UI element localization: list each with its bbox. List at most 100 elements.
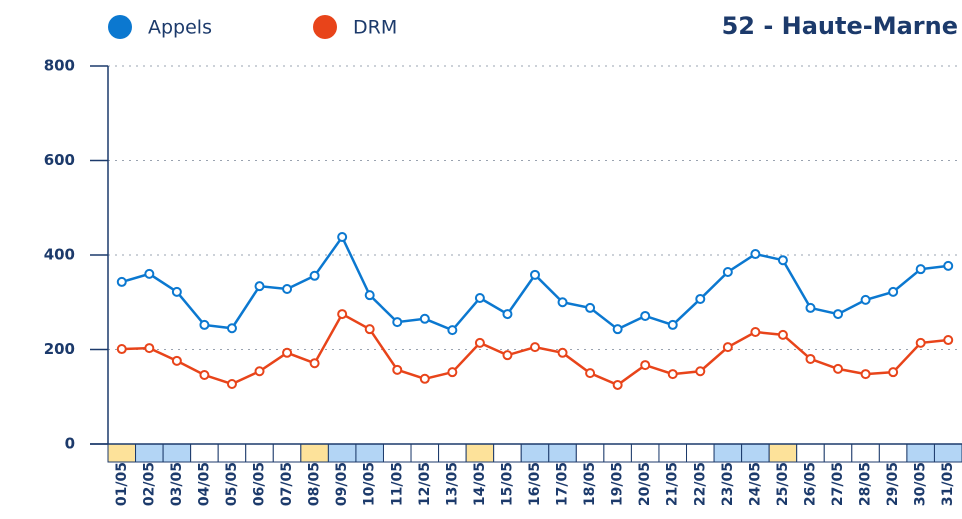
day-cell [713,443,743,463]
day-cell [190,443,219,463]
x-tick-label: 30/05 [913,462,929,506]
x-tick-label: 22/05 [692,462,708,506]
x-tick-label: 19/05 [610,462,626,506]
day-cell [878,443,908,463]
x-tick-label: 01/05 [114,462,130,506]
point [943,260,954,271]
day-cell [658,443,688,463]
legend-marker [313,15,337,39]
day-cell [245,443,274,463]
day-cell [107,443,137,463]
point [667,319,678,330]
point [695,293,706,304]
point [337,309,348,320]
point [557,297,568,308]
point [199,370,210,381]
x-tick-label: 12/05 [417,462,433,506]
x-tick-label: 03/05 [169,462,185,506]
x-tick-label: 09/05 [334,462,350,506]
x-tick-label: 27/05 [830,462,846,506]
day-cell [272,443,302,463]
point [309,270,320,281]
point [888,367,899,378]
day-cell [933,443,962,463]
y-tick-label: 400 [44,246,75,264]
day-cell [741,443,770,463]
x-tick-label: 18/05 [582,462,598,506]
x-tick-label: 11/05 [389,462,405,506]
point [364,324,375,335]
day-cell [686,443,715,463]
y-tick-label: 600 [44,151,75,169]
legend-label: DRM [353,17,397,39]
x-tick-label: 25/05 [775,462,791,506]
point [502,350,513,361]
point [474,337,485,348]
x-tick-label: 24/05 [747,462,763,506]
x-tick-label: 26/05 [802,462,818,506]
day-cell [796,443,825,463]
point [144,343,155,354]
day-cell [603,443,632,463]
day-cell [851,443,880,463]
y-tick-label: 800 [44,57,75,75]
day-cell [548,443,577,463]
x-tick-label: 21/05 [665,462,681,506]
day-cell [327,443,357,463]
point [640,310,651,321]
point [337,232,348,243]
point [144,268,155,279]
point [722,267,733,278]
point [585,368,596,379]
x-tick-label: 05/05 [224,462,240,506]
point [888,286,899,297]
x-tick-label: 23/05 [720,462,736,506]
point [502,309,513,320]
y-tick-label: 0 [65,435,75,453]
point [226,323,237,334]
point [282,347,293,358]
point [226,378,237,389]
legend-marker [108,15,132,39]
line [121,234,949,332]
point [805,353,816,364]
day-cell [575,443,605,463]
point [474,292,485,303]
legend-label: Appels [148,17,212,39]
y-tick-label: 200 [44,340,75,358]
day-cell [162,443,192,463]
point [612,379,623,390]
point [530,342,540,353]
day-cell [217,443,247,463]
point [943,335,954,346]
point [722,342,733,353]
point [915,264,926,275]
point [833,309,844,320]
day-cell [410,443,440,463]
point [116,344,127,355]
point [282,284,293,295]
point [805,302,816,313]
point [612,324,623,335]
point [392,317,403,328]
x-tick-label: 28/05 [858,462,874,506]
x-tick-label: 10/05 [362,462,378,506]
x-tick-label: 15/05 [499,462,515,506]
point [254,366,265,377]
day-cell [438,443,467,463]
point [667,369,678,380]
chart-title: 52 - Haute-Marne [722,12,958,40]
point [557,347,568,358]
point [171,355,182,366]
day-cell [382,443,412,463]
day-cell [823,443,853,463]
point [915,337,926,348]
point [750,249,761,260]
point [640,360,651,371]
x-tick-label: 07/05 [279,462,295,506]
point [392,364,403,375]
day-cell [768,443,798,463]
day-cell [135,443,164,463]
x-tick-label: 13/05 [444,462,460,506]
